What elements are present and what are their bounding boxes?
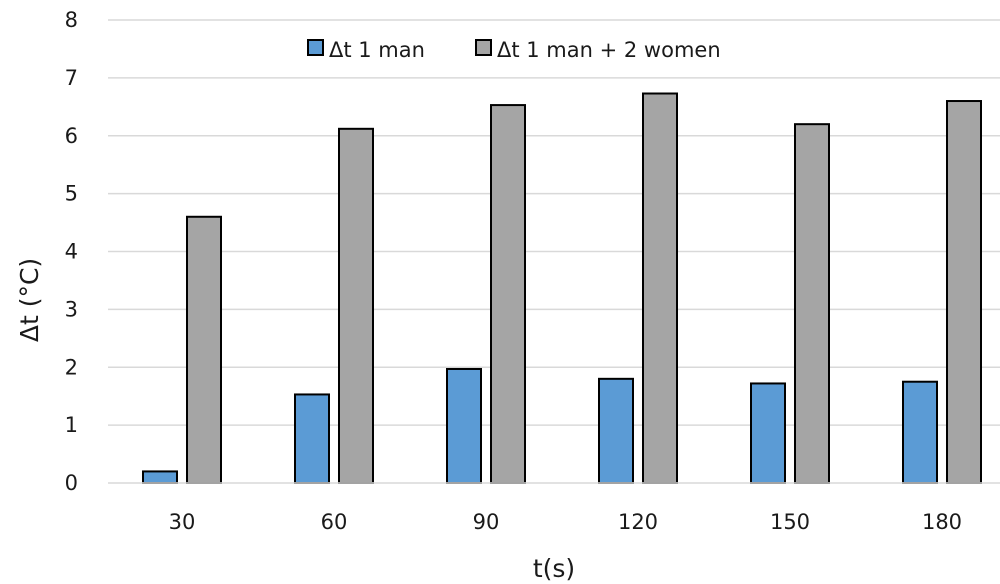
legend-label-series-2: Δt 1 man + 2 women xyxy=(497,38,721,62)
y-tick-label: 8 xyxy=(65,8,78,32)
x-tick-label: 150 xyxy=(770,510,810,534)
bar-series-2-180 xyxy=(946,100,982,485)
x-axis-ticks: 30 60 90 120 150 180 xyxy=(169,510,962,534)
legend-swatch-series-2 xyxy=(475,39,492,56)
bars xyxy=(142,92,982,485)
x-tick-label: 90 xyxy=(473,510,500,534)
y-axis-title: Δt (°C) xyxy=(15,258,44,342)
bar-series-1-150 xyxy=(750,382,786,484)
bar-series-1-90 xyxy=(446,367,482,484)
legend: Δt 1 man Δt 1 man + 2 women xyxy=(307,38,721,62)
y-tick-label: 6 xyxy=(65,124,78,148)
x-tick-label: 120 xyxy=(618,510,658,534)
bar-series-2-60 xyxy=(338,127,374,484)
y-tick-label: 0 xyxy=(65,471,78,495)
bar-series-1-30 xyxy=(142,470,178,484)
y-axis-ticks: 0 1 2 3 4 5 6 7 8 xyxy=(65,8,78,495)
y-tick-label: 3 xyxy=(65,297,78,321)
bar-series-1-180 xyxy=(902,380,938,484)
y-tick-label: 1 xyxy=(65,413,78,437)
y-tick-label: 5 xyxy=(65,182,78,206)
bar-series-1-120 xyxy=(598,377,634,485)
x-tick-label: 180 xyxy=(922,510,962,534)
x-axis-title: t(s) xyxy=(533,554,575,583)
legend-label-series-1: Δt 1 man xyxy=(329,38,425,62)
bar-series-1-60 xyxy=(294,393,330,485)
x-tick-label: 30 xyxy=(169,510,196,534)
y-tick-label: 2 xyxy=(65,355,78,379)
bar-series-2-90 xyxy=(490,104,526,484)
y-tick-label: 4 xyxy=(65,240,78,264)
legend-swatch-series-1 xyxy=(307,39,324,56)
bar-series-2-150 xyxy=(794,123,830,485)
y-tick-label: 7 xyxy=(65,66,78,90)
bar-series-2-30 xyxy=(186,215,222,484)
x-tick-label: 60 xyxy=(321,510,348,534)
gridlines xyxy=(108,19,1000,426)
bar-series-2-120 xyxy=(642,92,678,484)
